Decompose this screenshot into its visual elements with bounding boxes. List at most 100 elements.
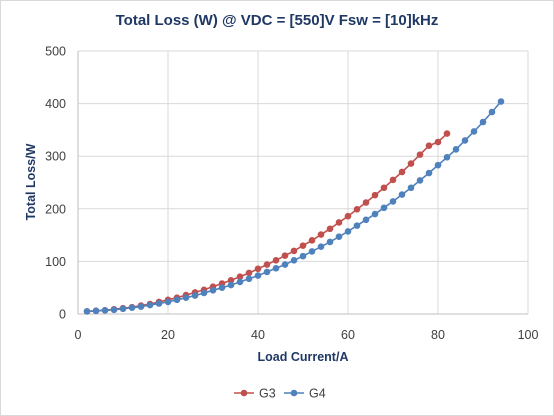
data-point-g4	[299, 252, 307, 260]
x-tick-label: 100	[518, 328, 539, 342]
series-line-g3	[86, 133, 448, 313]
data-point-g3	[425, 142, 433, 149]
x-tick-label: 40	[251, 328, 265, 342]
data-point-g4	[398, 191, 406, 198]
data-point-g4	[371, 210, 379, 218]
data-point-g4	[308, 248, 316, 255]
data-point-g3	[416, 151, 424, 158]
data-point-g4	[110, 306, 118, 314]
data-point-g4	[200, 289, 208, 297]
data-point-g4	[344, 228, 352, 235]
data-point-g4	[245, 275, 253, 283]
data-point-g3	[443, 130, 451, 137]
data-point-g3	[371, 191, 379, 199]
y-tick-label: 0	[59, 308, 66, 322]
data-point-g4	[353, 222, 361, 229]
grid-layer	[77, 50, 529, 315]
data-point-g3	[290, 247, 298, 255]
data-point-g3	[434, 138, 442, 146]
data-point-g3	[362, 199, 370, 206]
data-point-g4	[128, 304, 136, 311]
data-point-g4	[263, 268, 271, 276]
data-point-g4	[119, 305, 127, 313]
data-point-g3	[254, 265, 262, 273]
data-point-g4	[254, 272, 262, 279]
y-tick-label: 200	[45, 202, 66, 216]
data-point-g4	[425, 169, 433, 177]
data-point-g4	[335, 233, 343, 240]
data-point-g4	[416, 177, 424, 184]
data-point-g4	[317, 243, 325, 250]
data-point-g4	[380, 204, 388, 212]
data-point-g4	[272, 264, 280, 272]
data-point-g4	[470, 128, 478, 135]
data-point-g4	[209, 287, 217, 294]
data-point-g4	[362, 216, 370, 224]
data-point-g4	[101, 307, 109, 314]
data-point-g3	[389, 176, 397, 184]
data-point-g3	[353, 206, 361, 213]
y-axis-title: Total Loss/W	[24, 143, 38, 220]
data-point-g3	[281, 252, 289, 259]
data-point-g4	[218, 284, 226, 292]
legend-item-g4: G4	[284, 387, 326, 401]
legend: G3 G4	[234, 387, 326, 401]
series-line-g4	[86, 100, 502, 313]
data-point-g4	[83, 308, 91, 315]
data-point-g3	[272, 257, 280, 264]
data-point-g3	[236, 273, 244, 280]
data-point-g3	[263, 261, 271, 268]
x-tick-label: 20	[161, 328, 175, 342]
data-point-g4	[164, 298, 172, 306]
x-tick-label: 80	[431, 328, 445, 342]
y-tick-label: 400	[45, 97, 66, 111]
data-point-g4	[290, 257, 298, 264]
data-point-g3	[227, 277, 235, 284]
data-point-g4	[452, 146, 460, 153]
data-point-g4	[461, 137, 469, 144]
legend-marker-g3	[240, 389, 248, 397]
legend-item-g3: G3	[234, 387, 276, 401]
y-tick-label: 500	[45, 45, 66, 59]
series-layer	[83, 98, 505, 315]
legend-marker-g4	[290, 389, 298, 397]
data-point-g3	[380, 184, 388, 192]
data-point-g3	[407, 160, 415, 167]
data-point-g3	[317, 231, 325, 238]
data-point-g4	[497, 98, 505, 105]
x-axis-title: Load Current/A	[258, 350, 349, 364]
data-point-g4	[326, 238, 334, 246]
data-point-g4	[389, 198, 397, 205]
y-tick-label: 100	[45, 255, 66, 269]
data-point-g4	[191, 292, 199, 299]
data-point-g4	[155, 300, 163, 307]
data-point-g4	[182, 294, 190, 301]
y-tick-label: 300	[45, 150, 66, 164]
data-point-g4	[434, 161, 442, 169]
data-point-g4	[236, 278, 244, 286]
data-point-g3	[308, 237, 316, 244]
legend-label-g4: G4	[309, 387, 326, 401]
data-point-g4	[479, 118, 487, 126]
data-point-g3	[398, 168, 406, 176]
data-point-g4	[173, 296, 181, 304]
x-tick-label: 60	[341, 328, 355, 342]
data-point-g3	[245, 269, 253, 277]
data-point-g4	[443, 153, 451, 161]
data-point-g4	[488, 108, 496, 116]
data-point-g4	[137, 303, 145, 310]
data-point-g3	[344, 212, 352, 220]
axis-layer: 0 100 200 300 400 500 0 20 40 60 80 100	[45, 45, 538, 343]
data-point-g3	[335, 219, 343, 226]
x-tick-label: 0	[75, 328, 82, 342]
data-point-g4	[146, 301, 154, 309]
data-point-g4	[227, 281, 235, 289]
data-point-g4	[281, 261, 289, 268]
legend-label-g3: G3	[259, 387, 276, 401]
data-point-g4	[407, 184, 415, 192]
data-point-g4	[92, 307, 100, 315]
chart-title: Total Loss (W) @ VDC = [550]V Fsw = [10]…	[116, 12, 439, 29]
data-point-g3	[299, 242, 307, 249]
